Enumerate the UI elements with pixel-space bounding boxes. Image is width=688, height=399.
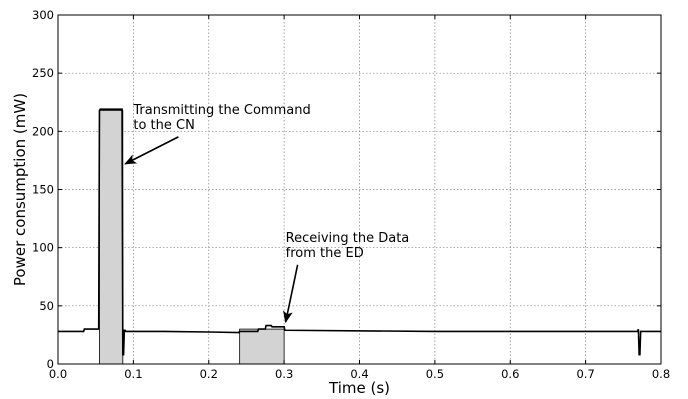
x-tick-label: 0.6	[501, 367, 519, 381]
grid-lines	[58, 15, 661, 364]
y-tick-label: 50	[39, 299, 54, 313]
y-tick-label: 100	[32, 241, 54, 255]
annotation-arrow	[125, 137, 178, 164]
annotation-text: from the ED	[286, 246, 364, 261]
x-tick-label: 0.5	[426, 367, 444, 381]
annotation-arrow	[286, 265, 298, 322]
x-tick-label: 0.2	[200, 367, 218, 381]
x-tick-label: 0.8	[652, 367, 670, 381]
x-tick-label: 0.3	[275, 367, 293, 381]
x-axis-label: Time (s)	[328, 379, 390, 397]
x-tick-label: 0.1	[124, 367, 142, 381]
shaded-region	[99, 110, 122, 364]
y-tick-label: 200	[32, 124, 54, 138]
shaded-regions	[99, 110, 284, 364]
annotation-text: Receiving the Data	[286, 231, 410, 246]
y-tick-label: 300	[32, 8, 54, 22]
annotation-text: to the CN	[133, 118, 194, 133]
y-tick-label: 250	[32, 66, 54, 80]
axis-ticks: 0.0 0.1 0.2 0.3 0.4 0.5 0.6 0.7 0.80501001502002…	[32, 8, 670, 381]
y-tick-label: 0	[47, 357, 54, 371]
x-tick-label: 0.7	[576, 367, 594, 381]
y-axis-label: Power consumption (mW)	[11, 93, 29, 286]
y-tick-label: 150	[32, 183, 54, 197]
shaded-region	[240, 329, 284, 364]
annotation-text: Transmitting the Command	[132, 103, 310, 118]
